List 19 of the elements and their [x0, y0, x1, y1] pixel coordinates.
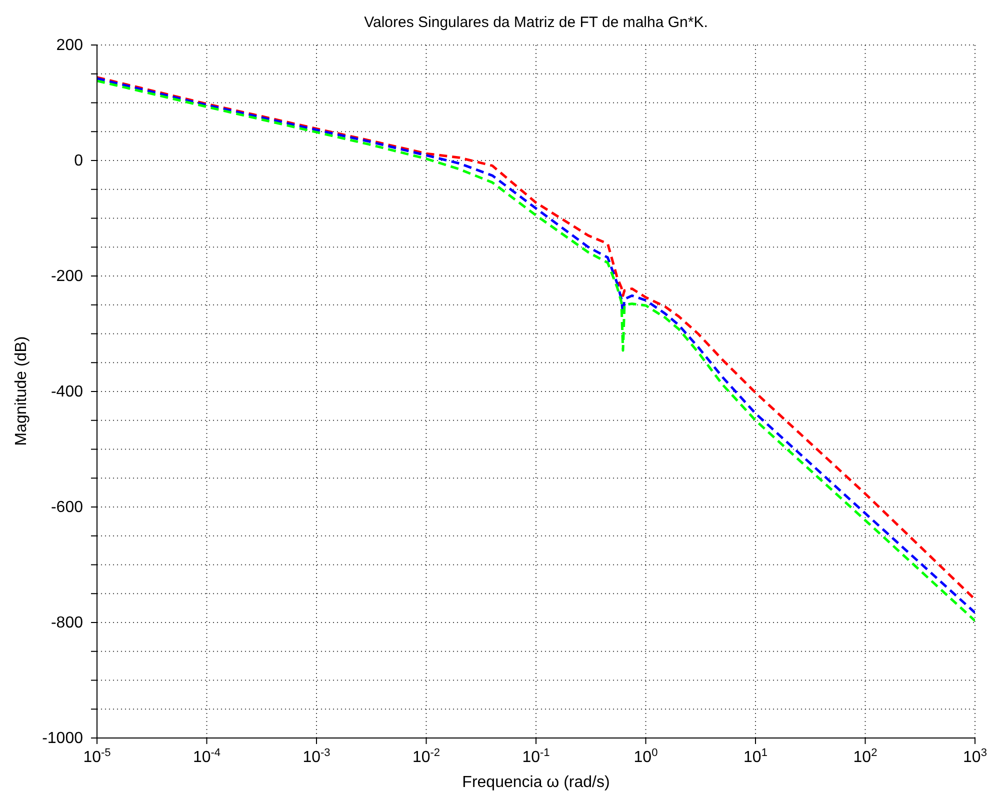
x-tick-label: 10$^{2}$: [853, 747, 878, 766]
y-tick-label: -200: [50, 268, 84, 285]
y-tick-label: -400: [50, 384, 84, 400]
y-tick-label: 0: [74, 152, 84, 170]
x-axis-title: Frequencia ω (rad/s): [461, 774, 611, 792]
x-tick-label: 10$^{-4}$: [192, 747, 221, 766]
x-tick-label: 10$^{0}$: [634, 747, 658, 766]
y-tick-label: -1000: [42, 730, 84, 747]
y-axis-title: Magnitude (dB): [13, 336, 31, 446]
x-tick-label: 10$^{-3}$: [302, 747, 330, 766]
y-tick-label: -800: [50, 614, 84, 632]
x-tick-label: 10$^{-2}$: [412, 747, 440, 766]
x-tick-label: 10$^{3}$: [963, 747, 987, 766]
x-tick-label: 10$^{1}$: [744, 747, 768, 766]
y-tick-label: -600: [50, 499, 84, 516]
x-tick-label: 10$^{-1}$: [522, 747, 550, 766]
chart-title: Valores Singulares da Matriz de FT de malha Gn*K.: [363, 14, 709, 31]
y-tick-label: 200: [56, 37, 84, 54]
x-tick-label: 10$^{-5}$: [83, 747, 111, 766]
